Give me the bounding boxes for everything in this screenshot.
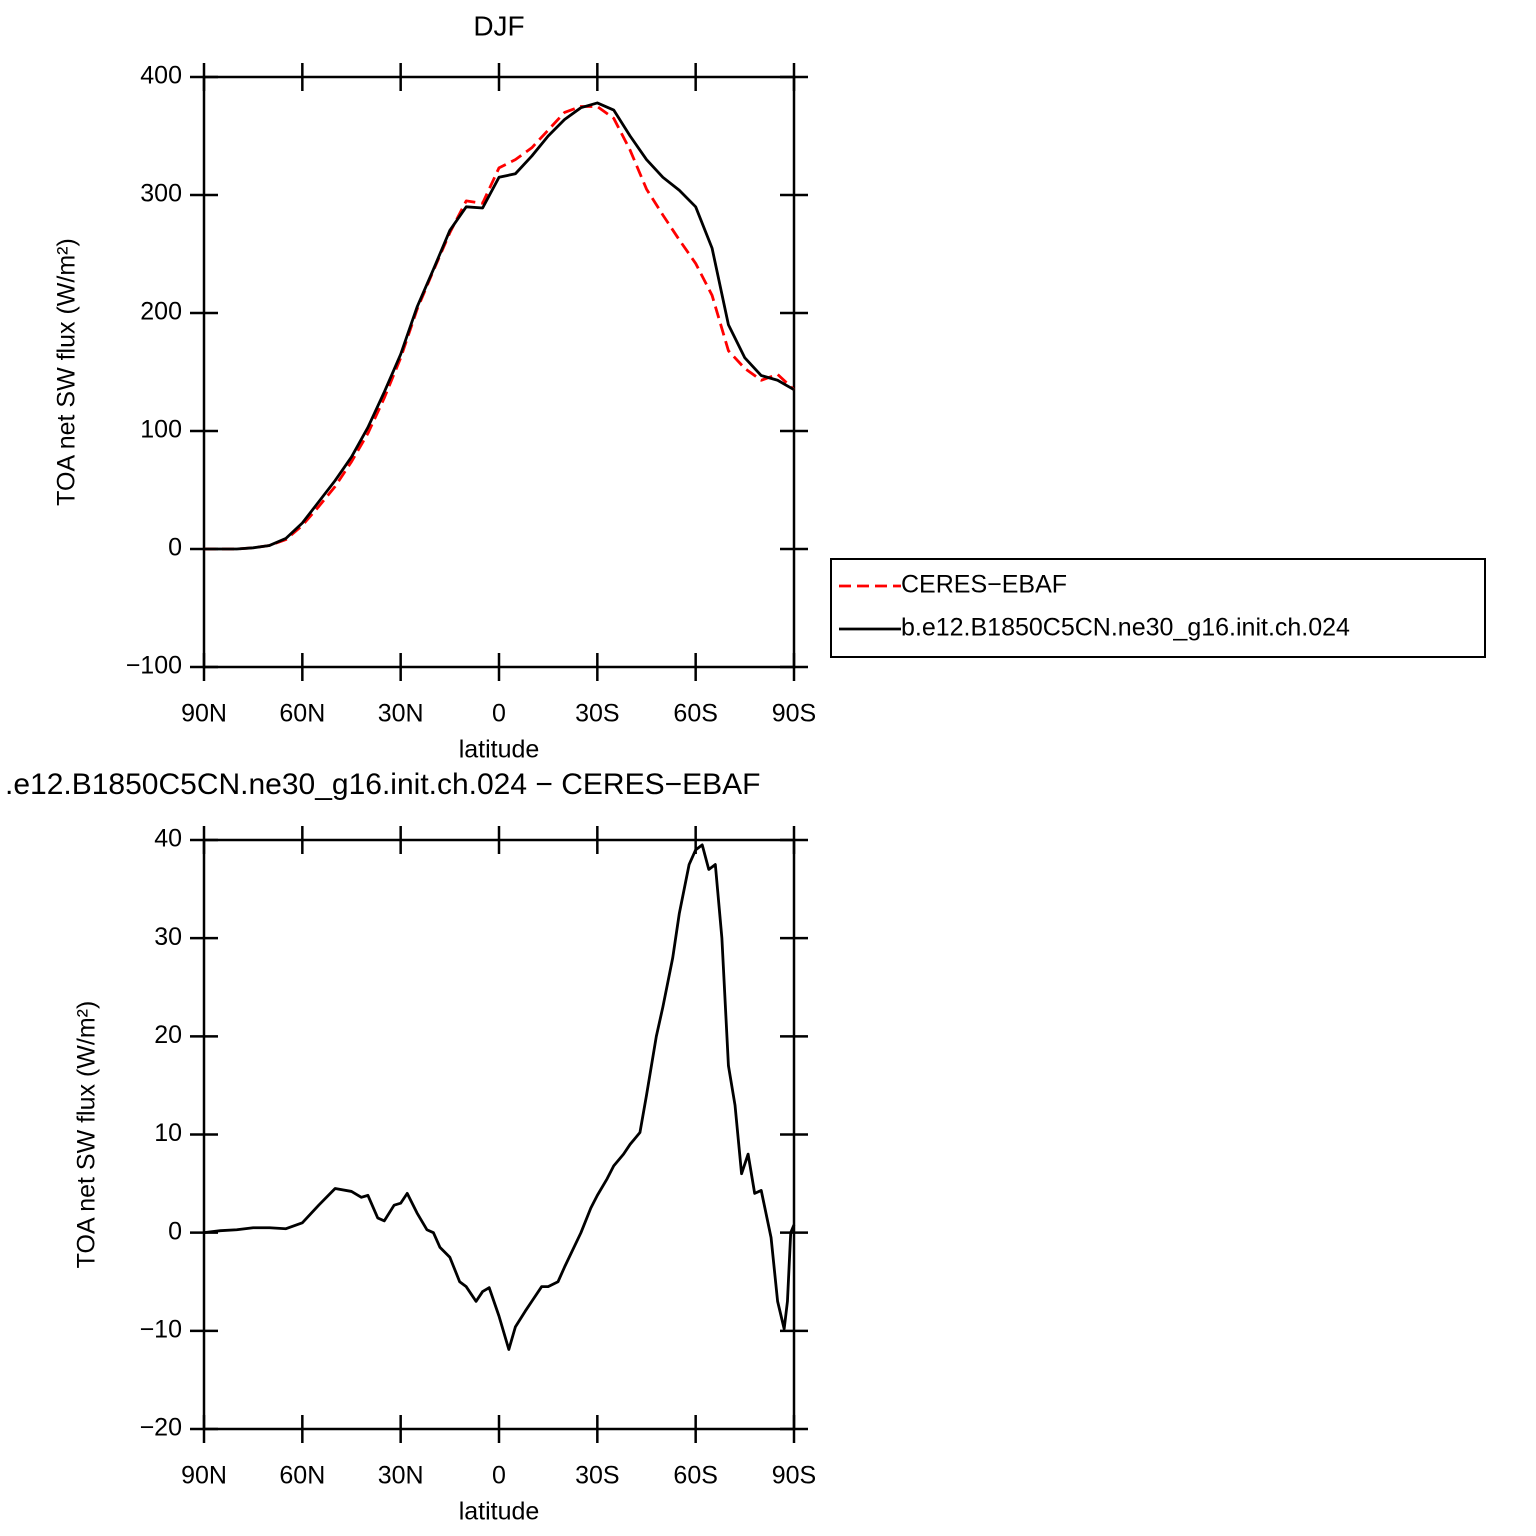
x-axis-label: latitude (459, 736, 540, 764)
x-tick-label: 60N (279, 700, 325, 728)
legend-label: b.e12.B1850C5CN.ne30_g16.init.ch.024 (901, 614, 1350, 642)
y-tick-label: 200 (140, 298, 182, 326)
data-line (203, 843, 796, 1351)
x-tick-label: 90S (772, 1462, 816, 1490)
legend-label: CERES−EBAF (901, 571, 1067, 599)
x-axis-label: latitude (459, 1498, 540, 1526)
x-tick-label: 60N (279, 1462, 325, 1490)
plot-frame (202, 838, 796, 1431)
x-tick-label: 60S (673, 700, 717, 728)
y-tick-label: 0 (168, 534, 182, 562)
y-tick-label: 0 (168, 1217, 182, 1245)
y-tick-label: 10 (154, 1119, 182, 1147)
x-tick-label: 0 (492, 700, 506, 728)
y-tick-label: 100 (140, 416, 182, 444)
x-tick-label: 30N (378, 700, 424, 728)
y-axis-label: TOA net SW flux (W/m²) (53, 238, 81, 506)
chart-title: .e12.B1850C5CN.ne30_g16.init.ch.024 − CE… (5, 768, 760, 801)
y-tick-label: 20 (154, 1021, 182, 1049)
y-tick-label: 400 (140, 62, 182, 90)
x-tick-label: 90N (181, 700, 227, 728)
x-tick-label: 0 (492, 1462, 506, 1490)
x-tick-label: 30S (575, 1462, 619, 1490)
x-tick-label: 60S (673, 1462, 717, 1490)
y-tick-label: −20 (140, 1414, 182, 1442)
x-tick-label: 30N (378, 1462, 424, 1490)
x-tick-label: 90N (181, 1462, 227, 1490)
y-tick-label: −10 (140, 1315, 182, 1343)
data-line (204, 101, 795, 551)
y-axis-label: TOA net SW flux (W/m²) (73, 1001, 101, 1269)
y-tick-label: −100 (126, 652, 182, 680)
legend-box (830, 558, 1486, 658)
x-tick-label: 90S (772, 700, 816, 728)
y-tick-label: 300 (140, 180, 182, 208)
x-tick-label: 30S (575, 700, 619, 728)
chart-title: DJF (473, 10, 524, 41)
plot-frame (202, 75, 796, 669)
y-tick-label: 30 (154, 923, 182, 951)
data-line (204, 105, 795, 551)
y-tick-label: 40 (154, 825, 182, 853)
